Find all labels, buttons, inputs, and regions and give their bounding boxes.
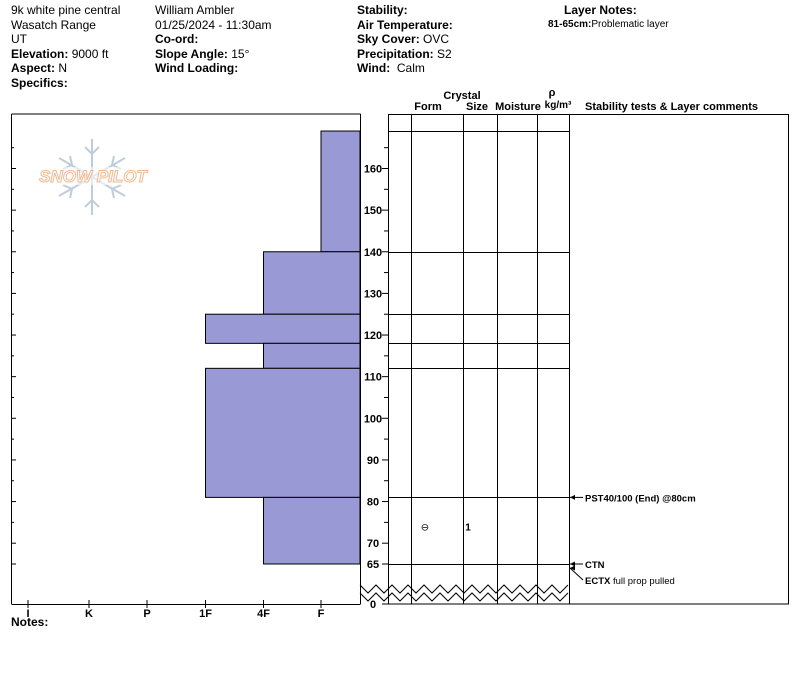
stability-test-arrow [569,567,584,581]
coord-row: Co-ord: [155,32,272,47]
hardness-tick-label: I [26,608,29,620]
state-name: UT [11,32,27,46]
height-tick-label: 140 [364,247,382,259]
sky-label: Sky Cover: [357,32,420,46]
stability-row: Stability: [357,3,453,18]
wind-label: Wind: [357,61,391,75]
slope-value: 15° [231,46,250,61]
precip-label: Precipitation: [357,46,434,61]
hardness-tick-label: P [143,608,150,620]
grain-size: 1 [465,523,471,534]
grain-form: ⊖ [421,523,429,534]
stability-tests-header: Stability tests & Layer comments [585,101,758,113]
crystal-header: Crystal [443,90,480,102]
hardness-layer-bar [263,342,361,369]
slope-label: Slope Angle: [155,46,228,61]
hardness-layer-bar [205,313,361,344]
height-tick-label: 100 [364,413,382,425]
height-tick-label: 120 [364,330,382,342]
hardness-layer-bar [263,496,361,565]
moisture-header: Moisture [495,101,541,113]
height-tick-label: 130 [364,288,382,300]
height-tick-label: 150 [364,205,382,217]
wind-row: Wind: Calm [357,61,453,76]
range-name: Wasatch Range [11,17,96,32]
elevation-value: 9000 ft [71,46,109,61]
stability-test-arrowhead [570,561,575,567]
stability-label: Stability: [357,3,408,17]
hardness-tick-label: 4F [257,608,270,620]
header-col-layer-notes: Layer Notes: 81-65cm:Problematic layer [548,3,669,32]
wind-loading-row: Wind Loading: [155,61,272,76]
sky-row: Sky Cover: OVC [357,32,453,47]
stability-test-label: PST40/100 (End) @80cm [585,493,696,504]
height-tick-label: 110 [364,372,382,384]
elevation-label: Elevation: [11,46,69,61]
location-name: 9k white pine central [11,3,121,17]
observation-datetime: 01/25/2024 - 11:30am [155,17,272,32]
height-axis: 0 65 70 80 90 100 110 120 130 140 150 160 [364,114,389,611]
stability-tests: PST40/100 (End) @80cm CTN ECTX full prop p… [569,493,696,587]
hardness-bars [205,130,361,565]
layer-note-range: 81-65cm: [548,18,592,30]
height-tick-label: 90 [367,455,379,467]
sky-value: OVC [423,32,450,46]
slope-row: Slope Angle: 15° [155,47,272,62]
table-frame [388,114,789,605]
notes-label: Notes: [11,615,49,629]
aspect-value: N [58,61,68,75]
stability-test-label: ECTX full prop pulled [585,576,675,587]
header-col-conditions: Stability: Air Temperature: Sky Cover: O… [357,3,453,76]
form-header: Form [414,101,442,113]
layer-notes-label: Layer Notes: [564,3,637,17]
hardness-layer-bar [205,367,361,498]
height-tick-label: 0 [370,599,376,611]
stability-test-arrowhead [570,565,575,571]
snowpilot-logo-text: SNOW PILOT [30,167,156,187]
coord-label: Co-ord: [155,32,199,46]
layer-note-row: 81-65cm:Problematic layer [548,18,669,33]
aspect-label: Aspect: [11,61,56,75]
hardness-tick-label: 1F [199,608,212,620]
height-tick-label: 80 [367,497,379,509]
aspect-row: Aspect: N [11,61,120,76]
height-tick-label: 70 [367,538,379,550]
height-tick-label: 65 [367,559,379,571]
hardness-axis: I K P 1F 4F F [11,584,569,620]
wind-loading-label: Wind Loading: [155,61,239,75]
hardness-tick-label: K [85,608,93,620]
elevation-row: Elevation: 9000 ft [11,47,120,62]
header-col-observer: William Ambler 01/25/2024 - 11:30am Co-o… [155,3,272,76]
precip-value: S2 [437,46,452,61]
grain-table [388,114,789,605]
logo-wordmark: SNOW PILOT [39,167,148,186]
air-temp-label: Air Temperature: [357,17,453,32]
hardness-layer-bar [320,130,361,253]
wind-value: Calm [396,61,425,75]
layer-note-text: Problematic layer [591,18,669,30]
grain-cells: ⊖ 1 [421,523,471,534]
header-col-location: 9k white pine central Wasatch Range UT E… [11,3,120,90]
density-symbol: ρ [549,87,556,99]
height-tick-label: 160 [364,164,382,176]
specifics-label: Specifics: [11,75,68,90]
air-temp-row: Air Temperature: [357,18,453,33]
density-unit: kg/m³ [545,100,572,111]
stability-test-arrowhead [570,494,575,500]
stability-test-label: CTN [585,560,605,571]
hardness-layer-bar [263,251,361,315]
specifics-row: Specifics: [11,76,120,91]
observer-name: William Ambler [155,3,235,17]
precip-row: Precipitation: S2 [357,47,453,62]
size-header: Size [466,101,488,113]
hardness-left-ticks [11,147,16,565]
hardness-tick-label: F [318,608,325,620]
